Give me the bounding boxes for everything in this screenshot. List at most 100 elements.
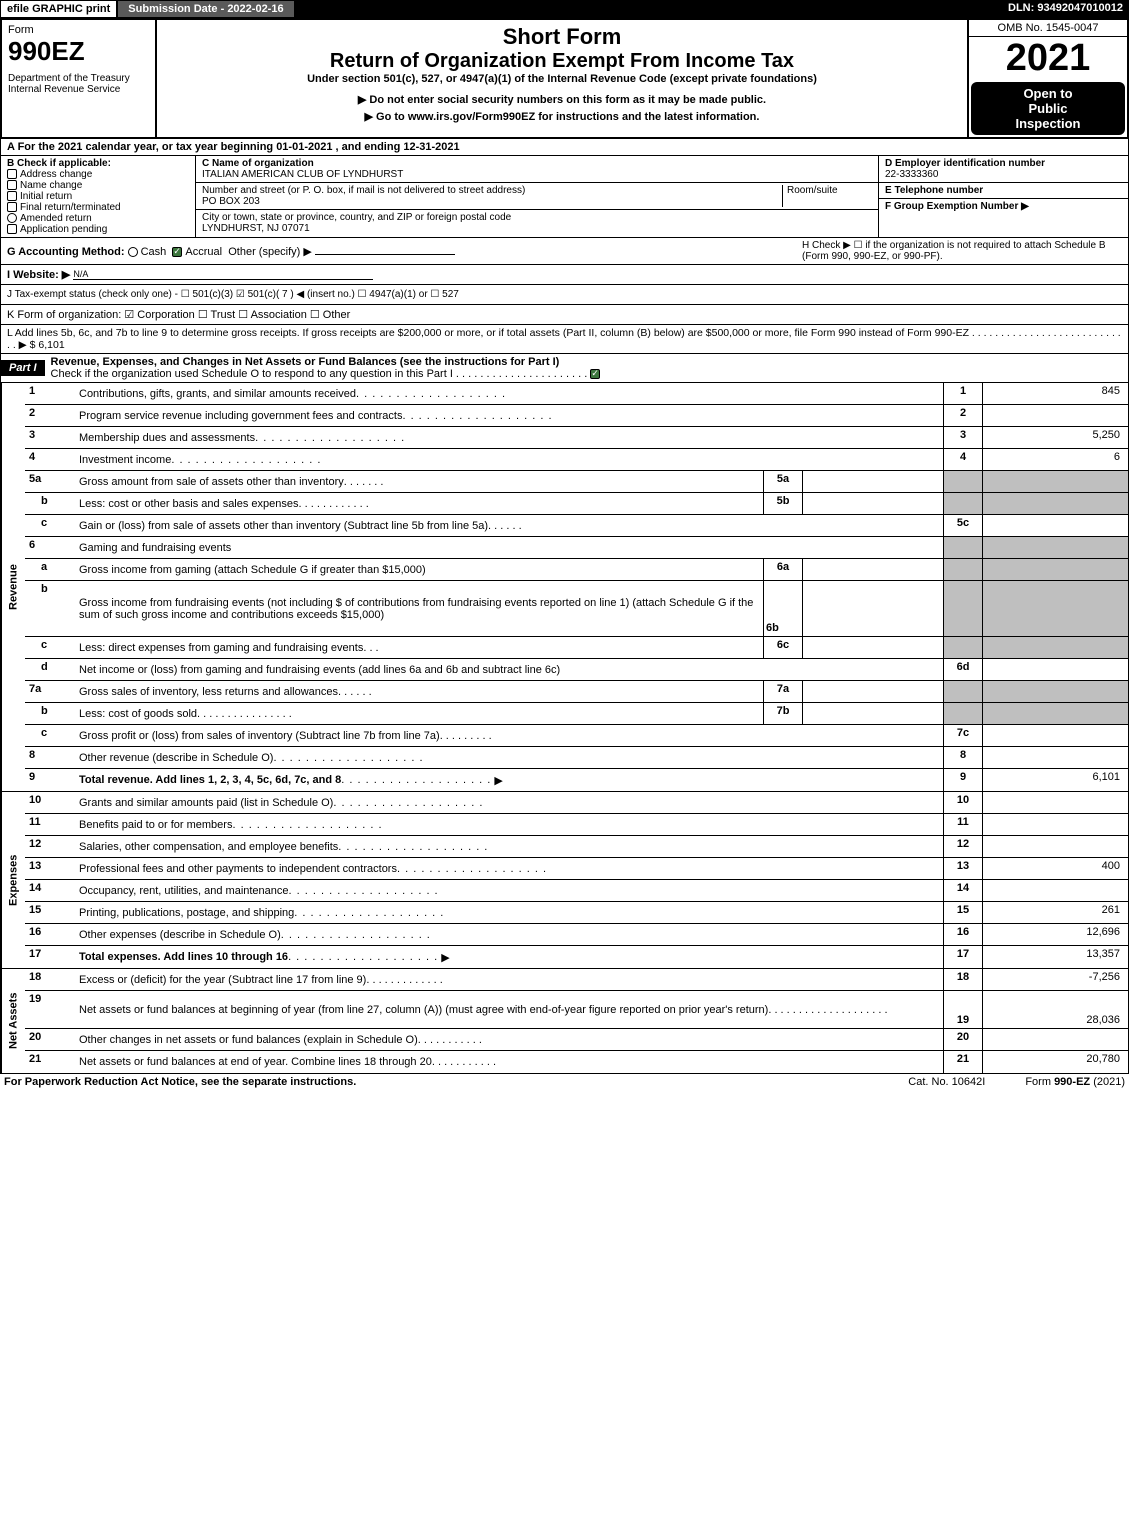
- line-10-desc: Grants and similar amounts paid (list in…: [79, 797, 333, 809]
- line-3-desc: Membership dues and assessments: [79, 432, 255, 444]
- chk-cash[interactable]: [128, 247, 138, 257]
- dln: DLN: 93492047010012: [1002, 0, 1129, 18]
- line-7b-subnum: 7b: [763, 703, 803, 724]
- under-section: Under section 501(c), 527, or 4947(a)(1)…: [161, 73, 963, 85]
- line-8-num: 8: [943, 747, 983, 768]
- org-name: ITALIAN AMERICAN CLUB OF LYNDHURST: [202, 169, 872, 180]
- line-6a-subval: [803, 559, 943, 580]
- section-i-website: I Website: ▶ N/A: [0, 265, 1129, 285]
- line-10-val: [983, 792, 1128, 813]
- line-16-val: 12,696: [983, 924, 1128, 945]
- line-6b-subval: [803, 581, 943, 636]
- line-9-num: 9: [943, 769, 983, 791]
- street-value: PO BOX 203: [202, 196, 782, 207]
- return-title: Return of Organization Exempt From Incom…: [161, 50, 963, 73]
- line-5c-num: 5c: [943, 515, 983, 536]
- expenses-side-label: Expenses: [1, 792, 25, 968]
- line-17-desc: Total expenses. Add lines 10 through 16: [79, 951, 288, 963]
- section-def: D Employer identification number 22-3333…: [878, 156, 1128, 237]
- line-5a-subval: [803, 471, 943, 492]
- line-12-desc: Salaries, other compensation, and employ…: [79, 841, 338, 853]
- line-5a-rval-grey: [983, 471, 1128, 492]
- chk-final-return[interactable]: Final return/terminated: [7, 202, 189, 213]
- accounting-method: G Accounting Method: Cash Accrual Other …: [7, 245, 802, 258]
- line-6b-desc: Gross income from fundraising events (no…: [79, 597, 759, 621]
- line-13-num: 13: [943, 858, 983, 879]
- line-17-val: 13,357: [983, 946, 1128, 968]
- line-7a-subnum: 7a: [763, 681, 803, 702]
- goto-link[interactable]: ▶ Go to www.irs.gov/Form990EZ for instru…: [161, 110, 963, 123]
- section-b-checkboxes: B Check if applicable: Address change Na…: [1, 156, 196, 237]
- ssn-warning: ▶ Do not enter social security numbers o…: [161, 93, 963, 106]
- revenue-section: Revenue 1Contributions, gifts, grants, a…: [0, 383, 1129, 792]
- line-7b-rnum-grey: [943, 703, 983, 724]
- line-6c-desc: Less: direct expenses from gaming and fu…: [79, 642, 363, 654]
- chk-application-pending[interactable]: Application pending: [7, 224, 189, 235]
- line-14-num: 14: [943, 880, 983, 901]
- line-6-rnum-grey: [943, 537, 983, 558]
- line-7c-desc: Gross profit or (loss) from sales of inv…: [79, 730, 440, 742]
- line-11-val: [983, 814, 1128, 835]
- irs-label: Internal Revenue Service: [8, 84, 149, 95]
- line-18-desc: Excess or (deficit) for the year (Subtra…: [79, 974, 366, 986]
- line-12-val: [983, 836, 1128, 857]
- line-11-num: 11: [943, 814, 983, 835]
- line-4-num: 4: [943, 449, 983, 470]
- line-20-desc: Other changes in net assets or fund bala…: [79, 1034, 418, 1046]
- section-h: H Check ▶ ☐ if the organization is not r…: [802, 240, 1122, 262]
- line-6c-subnum: 6c: [763, 637, 803, 658]
- line-6a-subnum: 6a: [763, 559, 803, 580]
- c-name-label: C Name of organization: [202, 158, 872, 169]
- chk-accrual[interactable]: [172, 247, 182, 257]
- line-9-val: 6,101: [983, 769, 1128, 791]
- line-6d-num: 6d: [943, 659, 983, 680]
- chk-amended-return[interactable]: Amended return: [7, 213, 189, 224]
- line-6c-rval-grey: [983, 637, 1128, 658]
- line-7a-rnum-grey: [943, 681, 983, 702]
- efile-label[interactable]: efile GRAPHIC print: [0, 0, 117, 18]
- line-6a-rnum-grey: [943, 559, 983, 580]
- line-15-val: 261: [983, 902, 1128, 923]
- form-ref: Form 990-EZ (2021): [1025, 1076, 1125, 1088]
- revenue-side-label: Revenue: [1, 383, 25, 791]
- line-8-val: [983, 747, 1128, 768]
- section-c-org: C Name of organization ITALIAN AMERICAN …: [196, 156, 878, 237]
- line-14-val: [983, 880, 1128, 901]
- line-11-desc: Benefits paid to or for members: [79, 819, 232, 831]
- section-l-gross-receipts: L Add lines 5b, 6c, and 7b to line 9 to …: [0, 325, 1129, 354]
- chk-initial-return[interactable]: Initial return: [7, 191, 189, 202]
- line-7a-desc: Gross sales of inventory, less returns a…: [79, 686, 338, 698]
- telephone-label: E Telephone number: [885, 185, 1122, 196]
- chk-schedule-o[interactable]: [590, 369, 600, 379]
- line-4-desc: Investment income: [79, 454, 171, 466]
- line-15-num: 15: [943, 902, 983, 923]
- city-value: LYNDHURST, NJ 07071: [202, 223, 872, 234]
- line-5a-rnum-grey: [943, 471, 983, 492]
- chk-name-change[interactable]: Name change: [7, 180, 189, 191]
- section-a-tax-year: A For the 2021 calendar year, or tax yea…: [0, 139, 1129, 156]
- submission-date: Submission Date - 2022-02-16: [117, 0, 294, 18]
- website-value: N/A: [73, 269, 373, 280]
- line-6b-rval-grey: [983, 581, 1128, 636]
- line-5c-desc: Gain or (loss) from sale of assets other…: [79, 520, 488, 532]
- line-5b-rnum-grey: [943, 493, 983, 514]
- line-2-num: 2: [943, 405, 983, 426]
- line-15-desc: Printing, publications, postage, and shi…: [79, 907, 294, 919]
- line-8-desc: Other revenue (describe in Schedule O): [79, 752, 273, 764]
- line-7b-subval: [803, 703, 943, 724]
- page-footer: For Paperwork Reduction Act Notice, see …: [0, 1074, 1129, 1090]
- line-14-desc: Occupancy, rent, utilities, and maintena…: [79, 885, 289, 897]
- line-20-num: 20: [943, 1029, 983, 1050]
- line-6d-val: [983, 659, 1128, 680]
- cat-number: Cat. No. 10642I: [908, 1076, 985, 1088]
- group-exemption-label: F Group Exemption Number ▶: [885, 201, 1122, 212]
- line-2-val: [983, 405, 1128, 426]
- line-20-val: [983, 1029, 1128, 1050]
- chk-address-change[interactable]: Address change: [7, 169, 189, 180]
- line-4-val: 6: [983, 449, 1128, 470]
- line-18-val: -7,256: [983, 969, 1128, 990]
- ein-label: D Employer identification number: [885, 158, 1122, 169]
- line-5a-desc: Gross amount from sale of assets other t…: [79, 476, 344, 488]
- section-g-h: G Accounting Method: Cash Accrual Other …: [0, 238, 1129, 265]
- line-5b-rval-grey: [983, 493, 1128, 514]
